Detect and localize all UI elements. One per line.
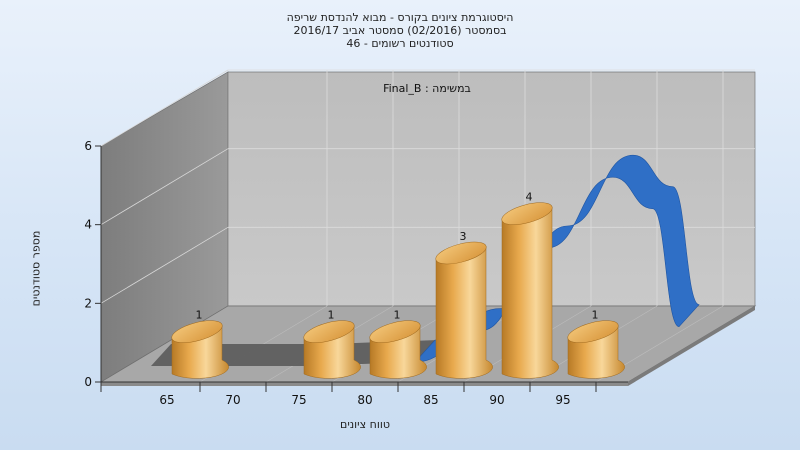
- bars: 1 1 1 3 4 1: [171, 191, 625, 379]
- bar-value-label: 1: [328, 309, 335, 322]
- histogram-bar: 1: [171, 309, 229, 379]
- title-line-1: היסטוגרמת ציונים בקורס - מבוא להנדסת שרי…: [286, 11, 514, 24]
- floor-front-edge: [101, 382, 628, 386]
- bar-cap: [567, 320, 619, 343]
- title-line-2: בסמסטר (02/2016) סמסטר אביב 2016/17: [293, 24, 507, 37]
- floor-right-edge: [628, 306, 755, 386]
- histogram-bar: 3: [435, 230, 493, 379]
- bar-cap: [369, 320, 421, 343]
- axes: 0 2 4 6 65 70 75 80 85 90 95: [84, 139, 628, 407]
- x-tick-label: 80: [357, 393, 372, 407]
- chart-subtitle: במשימה : Final_B: [383, 82, 471, 95]
- bar-value-label: 4: [526, 191, 533, 204]
- chart-title: היסטוגרמת ציונים בקורס - מבוא להנדסת שרי…: [0, 11, 800, 50]
- y-tick-label: 2: [84, 296, 92, 310]
- bar-value-label: 1: [196, 309, 203, 322]
- histogram-bar: 1: [369, 309, 427, 379]
- x-tick-label: 65: [159, 393, 174, 407]
- bar-body: [501, 206, 559, 379]
- y-grid-side: [100, 69, 229, 147]
- bar-cap: [171, 320, 223, 343]
- histogram-bar: 1: [567, 309, 625, 379]
- x-tick-label: 85: [423, 393, 438, 407]
- bar-value-label: 1: [394, 309, 401, 322]
- bar-value-label: 1: [592, 309, 599, 322]
- x-axis-label: טווח ציונים: [340, 418, 390, 431]
- bar-cap: [435, 241, 487, 265]
- y-grid-side: [100, 148, 229, 226]
- x-tick-label: 95: [555, 393, 570, 407]
- y-tick-label: 6: [84, 139, 92, 153]
- histogram-bar: 1: [303, 309, 361, 379]
- y-grid-side: [100, 226, 229, 304]
- title-line-3: סטודנטים רשומים - 46: [346, 37, 454, 50]
- x-tick-label: 70: [225, 393, 240, 407]
- histogram-bar: 4: [501, 191, 559, 379]
- x-tick-label: 90: [489, 393, 504, 407]
- bar-cap: [303, 320, 355, 343]
- bar-value-label: 3: [460, 230, 467, 243]
- y-axis-label: מספר סטודנטים: [29, 230, 43, 307]
- y-tick-label: 0: [84, 375, 92, 389]
- x-tick-label: 75: [291, 393, 306, 407]
- bar-cap: [501, 202, 553, 225]
- bar-body: [435, 245, 493, 379]
- y-tick-label: 4: [84, 218, 92, 232]
